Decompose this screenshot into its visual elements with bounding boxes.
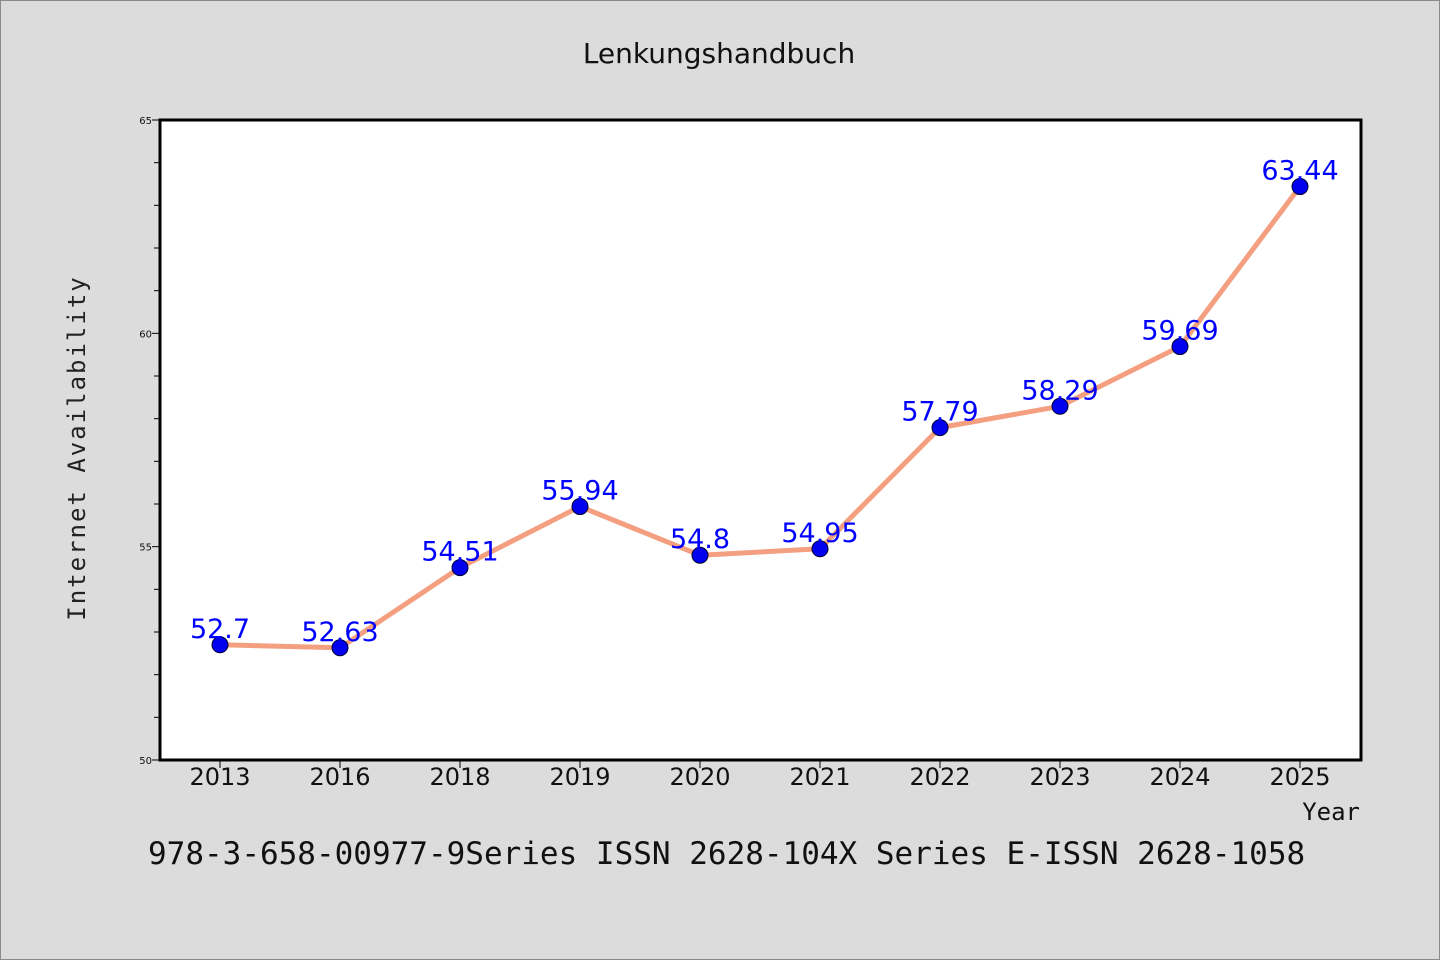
y-axis-ticks: 50 55 60 65 (139, 116, 160, 767)
data-label: 54.51 (421, 537, 498, 568)
x-tick-label: 2020 (669, 763, 730, 791)
x-tick-label: 2013 (189, 763, 250, 791)
data-point-marker (1171, 338, 1189, 356)
data-labels-layer: 52.7 52.63 54.51 55.94 54.8 54.95 57.79 58.29 59… (190, 156, 1339, 648)
series-line (217, 184, 1303, 651)
data-label: 59.69 (1141, 316, 1218, 347)
data-point-marker (211, 636, 229, 654)
data-label: 57.79 (901, 397, 978, 428)
data-point-marker (691, 546, 709, 564)
x-axis-ticks: 2013 2016 2018 2019 2020 2021 2022 2023 2024 2025 (189, 760, 1331, 791)
plot-border (158, 118, 1363, 762)
y-axis-label: Internet Availability (63, 275, 91, 620)
data-point-marker (1291, 178, 1309, 196)
x-tick-label: 2022 (909, 763, 970, 791)
data-point-marker (331, 639, 349, 657)
footer-text: 978-3-658-00977-9Series ISSN 2628-104X S… (148, 836, 1305, 872)
data-point-marker (451, 559, 469, 577)
x-tick-label: 2016 (309, 763, 370, 791)
x-tick-label: 2019 (549, 763, 610, 791)
data-label: 58.29 (1021, 375, 1098, 406)
x-axis-label: Year (1302, 798, 1360, 826)
data-point-marker (811, 540, 829, 558)
series-layer (211, 178, 1309, 657)
x-tick-label: 2023 (1029, 763, 1090, 791)
chart-title: Lenkungshandbuch (583, 37, 855, 70)
data-label: 55.94 (541, 476, 618, 507)
data-label: 63.44 (1261, 156, 1338, 187)
y-tick-label: 60 (139, 329, 152, 340)
x-tick-label: 2021 (789, 763, 850, 791)
x-tick-label: 2024 (1149, 763, 1210, 791)
data-point-marker (571, 498, 589, 516)
data-label: 54.95 (781, 518, 858, 549)
plot-area (160, 120, 1361, 760)
data-label: 52.63 (301, 617, 378, 648)
x-tick-label: 2025 (1269, 763, 1330, 791)
data-label: 52.7 (190, 614, 250, 645)
x-tick-label: 2018 (429, 763, 490, 791)
y-tick-label: 55 (139, 543, 152, 554)
data-point-marker (931, 419, 949, 437)
y-tick-label: 65 (139, 116, 152, 127)
data-label: 54.8 (670, 524, 730, 555)
data-point-marker (1051, 397, 1069, 415)
y-tick-label: 50 (139, 756, 152, 767)
